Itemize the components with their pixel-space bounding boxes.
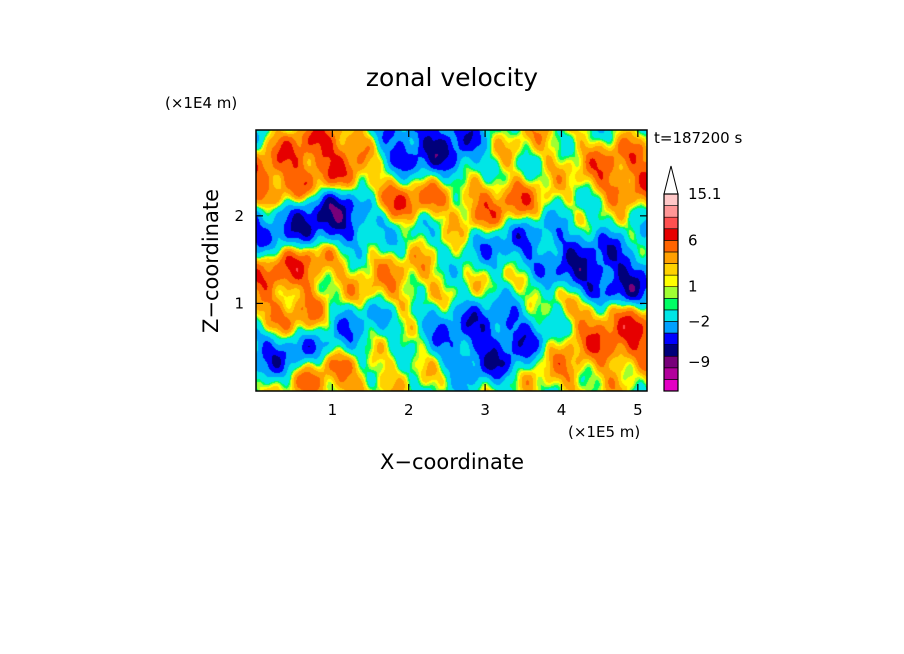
colorbar: 15.1 6 1 −2 −9 — [663, 165, 721, 392]
x-ticks: 1 2 3 4 5 — [328, 130, 643, 419]
colorbar-swatch — [663, 355, 679, 369]
colorbar-swatch — [663, 332, 679, 345]
colorbar-extend-arrow — [663, 165, 679, 195]
colorbar-label: −9 — [688, 353, 710, 371]
colorbar-swatch — [663, 216, 679, 230]
colorbar-swatch — [663, 193, 679, 206]
y-tick-label: 1 — [234, 294, 244, 312]
x-tick-label: 3 — [480, 401, 490, 419]
colorbar-label: 1 — [688, 278, 698, 296]
colorbar-swatch — [663, 263, 679, 276]
y-axis-label: Z−coordinate — [199, 189, 223, 333]
x-tick-label: 4 — [557, 401, 567, 419]
colorbar-swatch — [663, 228, 679, 241]
colorbar-swatch — [663, 251, 679, 264]
colorbar-swatch — [663, 379, 679, 392]
colorbar-swatch — [663, 240, 679, 253]
x-tick-label: 5 — [633, 401, 643, 419]
x-scale-label: (×1E5 m) — [568, 423, 640, 441]
colorbar-swatch — [663, 309, 679, 322]
x-axis-label: X−coordinate — [380, 450, 524, 474]
colorbar-swatch — [663, 286, 679, 299]
plot-frame — [255, 129, 648, 392]
colorbar-swatch — [663, 274, 679, 288]
colorbar-swatch — [663, 321, 679, 334]
colorbar-swatch — [663, 344, 679, 357]
time-label: t=187200 s — [654, 129, 742, 147]
heatmap-field — [256, 130, 647, 391]
colorbar-swatch — [663, 297, 679, 311]
chart-title: zonal velocity — [366, 63, 538, 92]
x-tick-label: 2 — [404, 401, 414, 419]
colorbar-label: 6 — [688, 231, 698, 249]
y-tick-label: 2 — [234, 207, 244, 225]
x-tick-label: 1 — [328, 401, 338, 419]
colorbar-swatch — [663, 205, 679, 218]
colorbar-swatch — [663, 367, 679, 380]
y-ticks: 12 — [234, 207, 647, 312]
colorbar-label: 15.1 — [688, 185, 721, 203]
heatmap-field-wrapper — [256, 130, 647, 391]
colorbar-label: −2 — [688, 312, 710, 330]
colorbar-frame — [663, 193, 679, 392]
y-scale-label: (×1E4 m) — [165, 94, 237, 112]
